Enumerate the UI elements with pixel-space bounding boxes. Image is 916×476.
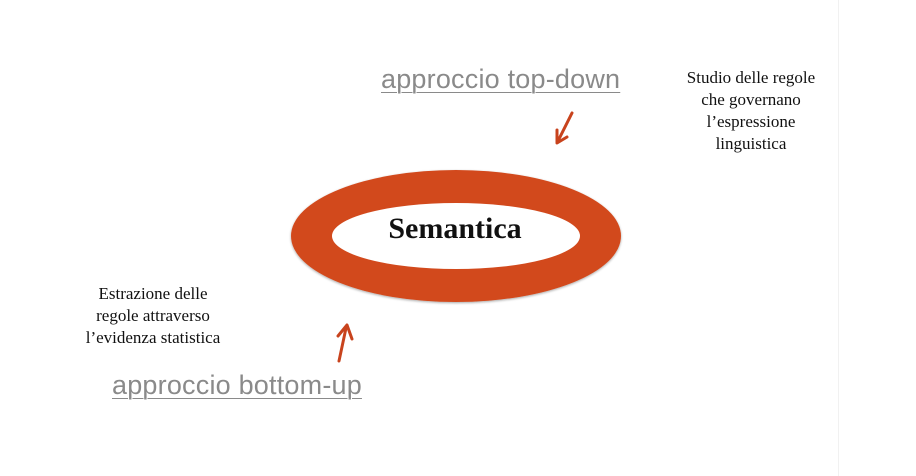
slide-edge [838, 0, 916, 476]
bottom-up-caption-line: Estrazione delle [98, 284, 208, 303]
bottom-up-link[interactable]: approccio bottom-up [112, 370, 362, 400]
top-down-caption-line: linguistica [715, 134, 787, 153]
top-down-arrow [555, 111, 574, 145]
top-down-caption-line: che governano [701, 90, 801, 109]
top-down-caption-line: Studio delle regole [686, 68, 816, 87]
top-down-link[interactable]: approccio top-down [381, 64, 621, 94]
bottom-up-caption-line: regole attraverso [96, 306, 210, 325]
bottom-up-arrow [336, 323, 354, 363]
top-down-caption-line: l’espressione [706, 112, 796, 131]
bottom-up-caption: Estrazione delle regole attraverso l’evi… [68, 283, 238, 349]
semantica-label: Semantica [388, 212, 522, 245]
diagram-canvas [291, 111, 621, 363]
top-down-caption: Studio delle regole che governano l’espr… [666, 67, 836, 155]
bottom-up-caption-line: l’evidenza statistica [85, 328, 221, 347]
semantica-ring-hole [332, 203, 580, 269]
slide: Semantica approccio top-down Studio dell… [68, 64, 836, 400]
